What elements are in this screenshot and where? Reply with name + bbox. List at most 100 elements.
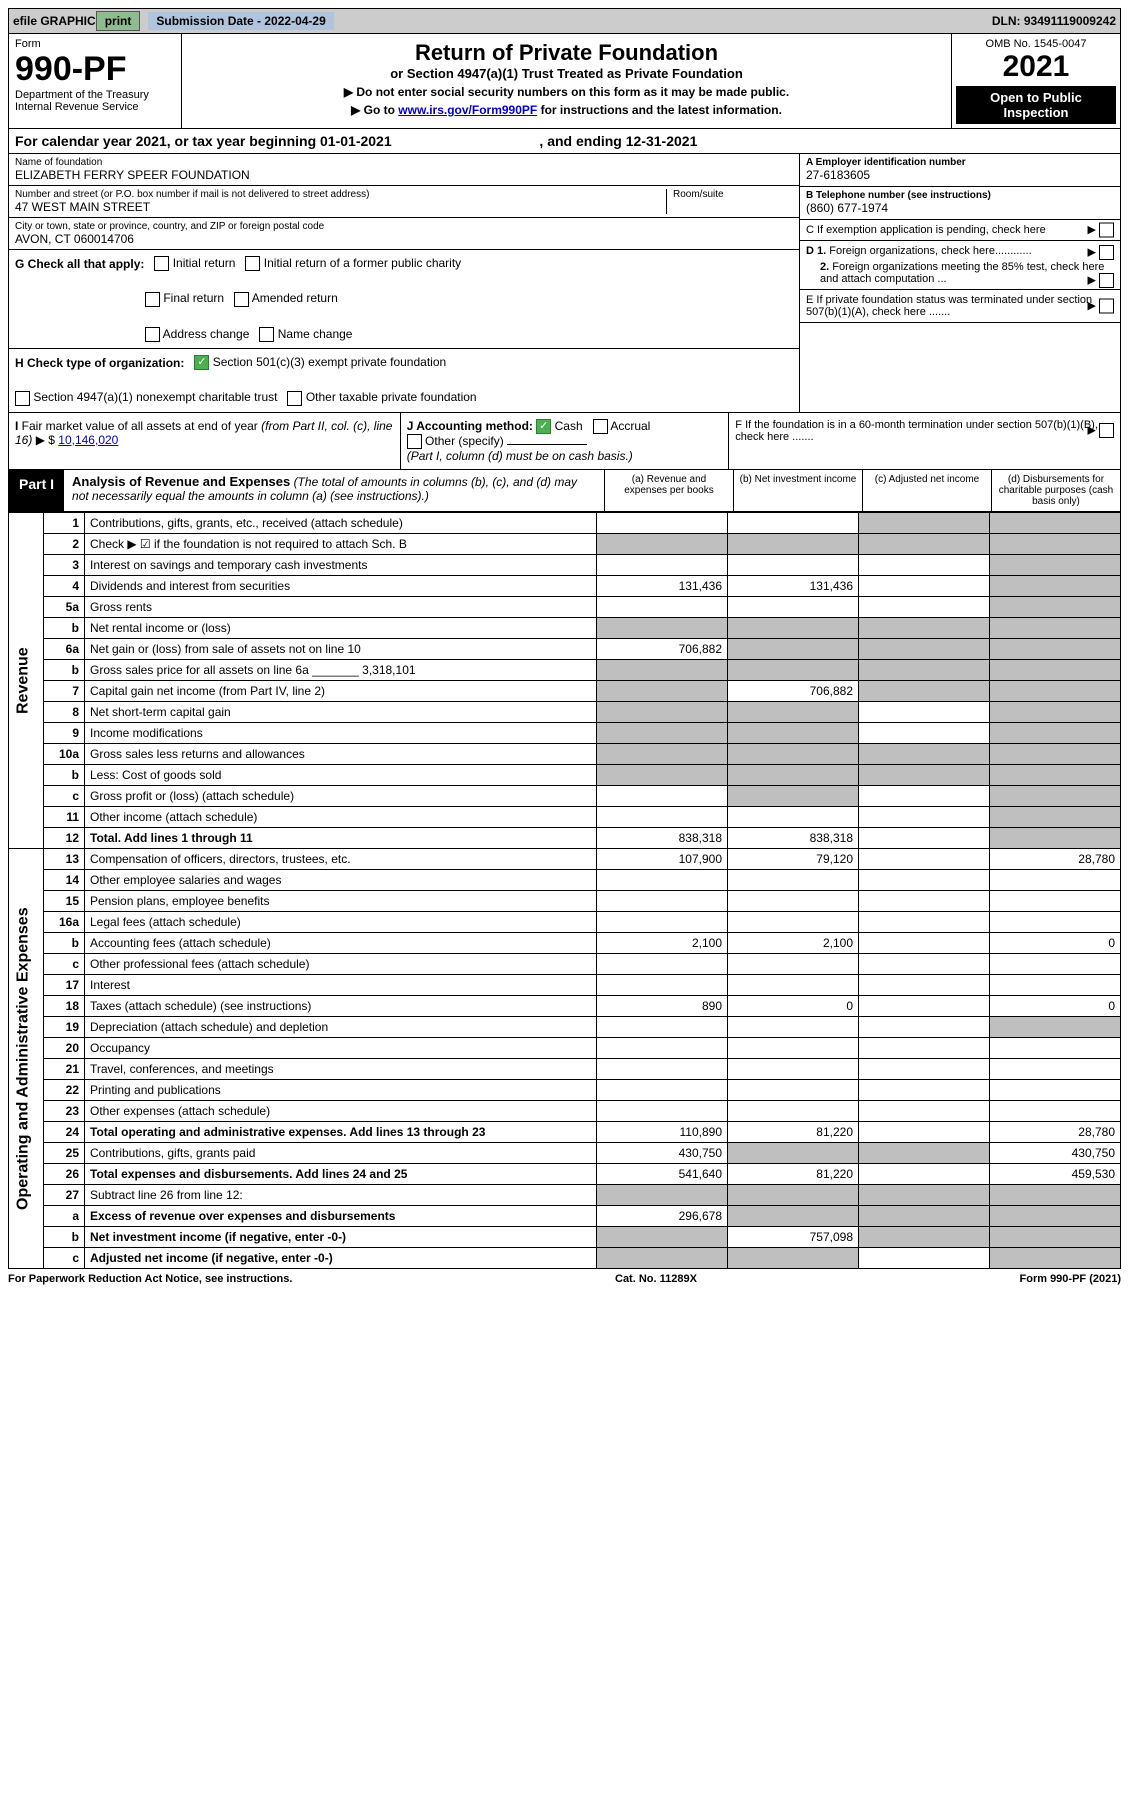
info-grid: Name of foundation ELIZABETH FERRY SPEER… <box>8 154 1121 413</box>
j-label: J Accounting method: <box>407 419 533 433</box>
amount-cell: 838,318 <box>728 828 859 849</box>
amount-cell <box>597 1227 728 1248</box>
amount-cell: 131,436 <box>597 576 728 597</box>
amount-cell <box>859 1122 990 1143</box>
header-left: Form 990-PF Department of the Treasury I… <box>9 34 182 128</box>
amount-cell: 79,120 <box>728 849 859 870</box>
table-row: cGross profit or (loss) (attach schedule… <box>9 786 1121 807</box>
chk-initial[interactable] <box>154 256 169 271</box>
col-a: (a) Revenue and expenses per books <box>605 470 733 511</box>
chk-501c3[interactable]: ✓ <box>194 355 209 370</box>
chk-d2[interactable] <box>1099 273 1114 288</box>
table-row: 14Other employee salaries and wages <box>9 870 1121 891</box>
top-bar: efile GRAPHIC print Submission Date - 20… <box>8 8 1121 34</box>
amount-cell <box>990 1101 1121 1122</box>
amount-cell <box>728 975 859 996</box>
table-row: 27Subtract line 26 from line 12: <box>9 1185 1121 1206</box>
amount-cell <box>859 786 990 807</box>
omb-label: OMB No. 1545-0047 <box>956 38 1116 50</box>
amount-cell <box>859 1143 990 1164</box>
amount-cell <box>990 1206 1121 1227</box>
chk-initial-former[interactable] <box>245 256 260 271</box>
chk-final[interactable] <box>145 292 160 307</box>
line-desc: Legal fees (attach schedule) <box>85 912 597 933</box>
amount-cell <box>728 660 859 681</box>
line-number: 7 <box>44 681 85 702</box>
irs-link[interactable]: www.irs.gov/Form990PF <box>398 103 537 117</box>
part1-header: Part I Analysis of Revenue and Expenses … <box>8 470 1121 512</box>
chk-name-change[interactable] <box>259 327 274 342</box>
lbl-other-method: Other (specify) <box>425 434 504 448</box>
line-number: 10a <box>44 744 85 765</box>
print-button[interactable]: print <box>96 11 141 31</box>
lbl-4947: Section 4947(a)(1) nonexempt charitable … <box>33 390 277 404</box>
col-d: (d) Disbursements for charitable purpose… <box>991 470 1120 511</box>
line-desc: Total operating and administrative expen… <box>85 1122 597 1143</box>
chk-other-method[interactable] <box>407 434 422 449</box>
line-number: 20 <box>44 1038 85 1059</box>
amount-cell <box>597 765 728 786</box>
chk-accrual[interactable] <box>593 419 608 434</box>
c-label: C If exemption application is pending, c… <box>806 224 1046 236</box>
amount-cell <box>859 681 990 702</box>
line-desc: Accounting fees (attach schedule) <box>85 933 597 954</box>
chk-d1[interactable] <box>1099 245 1114 260</box>
line-desc: Contributions, gifts, grants, etc., rece… <box>85 513 597 534</box>
amount-cell <box>597 723 728 744</box>
dln-label: DLN: 93491119009242 <box>992 14 1116 28</box>
amount-cell <box>990 870 1121 891</box>
amount-cell <box>728 639 859 660</box>
fmv-link[interactable]: 10,146,020 <box>58 433 118 447</box>
line-desc: Depreciation (attach schedule) and deple… <box>85 1017 597 1038</box>
form-number: 990-PF <box>15 50 175 89</box>
col-c: (c) Adjusted net income <box>862 470 991 511</box>
table-row: 10aGross sales less returns and allowanc… <box>9 744 1121 765</box>
lbl-initial: Initial return <box>173 256 236 270</box>
table-row: aExcess of revenue over expenses and dis… <box>9 1206 1121 1227</box>
amount-cell: 81,220 <box>728 1164 859 1185</box>
chk-c[interactable] <box>1099 223 1114 238</box>
lbl-initial-former: Initial return of a former public charit… <box>264 256 461 270</box>
chk-e[interactable] <box>1099 299 1114 314</box>
chk-4947[interactable] <box>15 391 30 406</box>
chk-address[interactable] <box>145 327 160 342</box>
section-expenses: Operating and Administrative Expenses <box>9 849 44 1269</box>
table-row: 5aGross rents <box>9 597 1121 618</box>
amount-cell <box>859 1017 990 1038</box>
amount-cell: 430,750 <box>990 1143 1121 1164</box>
line-number: 21 <box>44 1059 85 1080</box>
amount-cell <box>597 1059 728 1080</box>
amount-cell <box>859 1185 990 1206</box>
amount-cell <box>859 1059 990 1080</box>
line-number: 6a <box>44 639 85 660</box>
amount-cell: 430,750 <box>597 1143 728 1164</box>
form-title: Return of Private Foundation <box>192 40 941 66</box>
line-desc: Travel, conferences, and meetings <box>85 1059 597 1080</box>
table-row: bAccounting fees (attach schedule)2,1002… <box>9 933 1121 954</box>
chk-amended[interactable] <box>234 292 249 307</box>
lbl-final: Final return <box>163 291 224 305</box>
amount-cell <box>728 534 859 555</box>
amount-cell: 838,318 <box>597 828 728 849</box>
amount-cell <box>597 618 728 639</box>
e-note: E If private foundation status was termi… <box>800 290 1120 323</box>
chk-other-tax[interactable] <box>287 391 302 406</box>
efile-label: efile GRAPHIC <box>13 14 96 28</box>
amount-cell <box>859 1038 990 1059</box>
line-number: 17 <box>44 975 85 996</box>
d-note: D 1. Foreign organizations, check here..… <box>800 241 1120 290</box>
amount-cell <box>728 1143 859 1164</box>
table-row: 17Interest <box>9 975 1121 996</box>
line-number: 2 <box>44 534 85 555</box>
amount-cell <box>859 933 990 954</box>
table-row: 25Contributions, gifts, grants paid430,7… <box>9 1143 1121 1164</box>
lbl-accrual: Accrual <box>610 419 650 433</box>
line-number: b <box>44 765 85 786</box>
chk-cash[interactable]: ✓ <box>536 419 551 434</box>
chk-f[interactable] <box>1099 423 1114 438</box>
amount-cell <box>859 912 990 933</box>
line-number: 5a <box>44 597 85 618</box>
header-center: Return of Private Foundation or Section … <box>182 34 951 128</box>
amount-cell <box>859 975 990 996</box>
amount-cell <box>859 618 990 639</box>
